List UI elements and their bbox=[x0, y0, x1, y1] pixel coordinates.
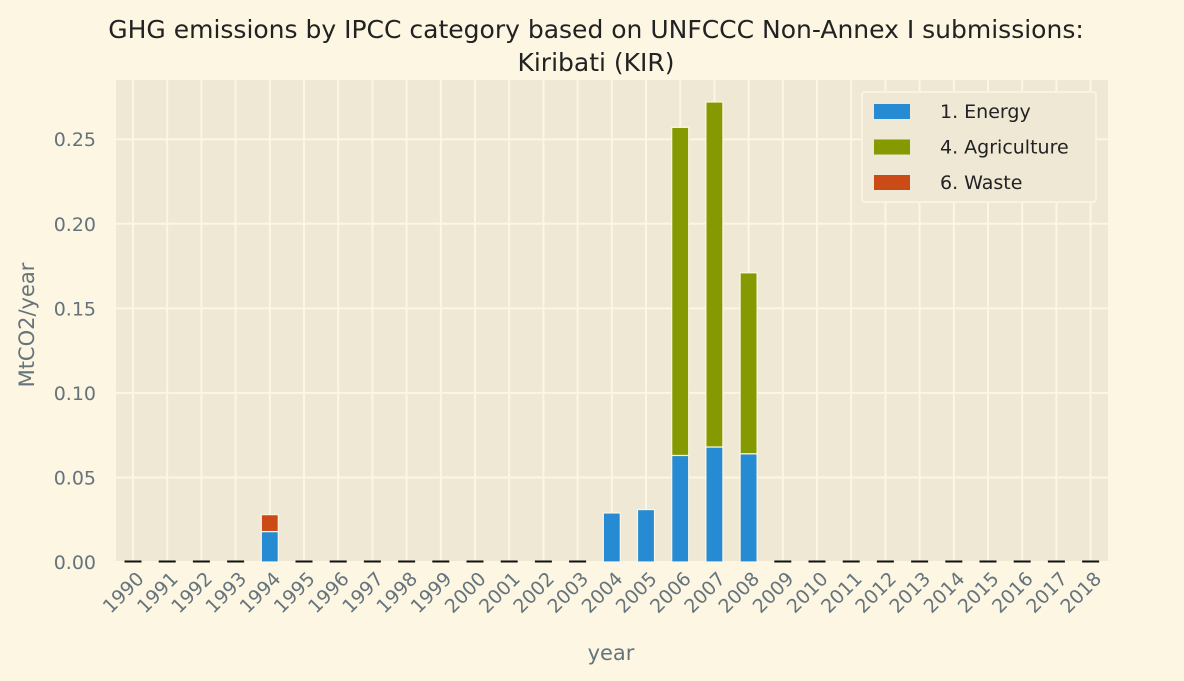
legend-box bbox=[861, 91, 1097, 203]
x-axis: 1990199119921993199419951996199719981999… bbox=[99, 568, 1106, 618]
bars bbox=[260, 101, 758, 563]
y-axis-label: MtCO2/year bbox=[15, 262, 39, 387]
y-tick-label: 0.00 bbox=[54, 552, 96, 574]
bar-1-energy-2007 bbox=[705, 446, 724, 563]
legend-swatch-0 bbox=[874, 104, 910, 119]
legend-label-1: 4. Agriculture bbox=[940, 137, 1069, 159]
legend-label-0: 1. Energy bbox=[940, 101, 1031, 123]
x-axis-label: year bbox=[588, 641, 635, 665]
bar-1-energy-2008 bbox=[739, 453, 758, 563]
chart-subtitle: Kiribati (KIR) bbox=[517, 48, 674, 77]
bar-6-waste-1994 bbox=[260, 514, 279, 533]
legend: 1. Energy 4. Agriculture 6. Waste bbox=[861, 91, 1097, 203]
y-tick-label: 0.15 bbox=[54, 298, 96, 320]
chart-title: GHG emissions by IPCC category based on … bbox=[108, 15, 1084, 44]
bar-4-agriculture-2007 bbox=[705, 101, 724, 448]
legend-swatch-1 bbox=[874, 139, 910, 155]
bar-1-energy-2004 bbox=[602, 512, 621, 563]
y-tick-label: 0.25 bbox=[54, 129, 96, 151]
bar-4-agriculture-2006 bbox=[671, 126, 690, 457]
bar-1-energy-1994 bbox=[260, 530, 279, 563]
y-tick-label: 0.05 bbox=[54, 467, 96, 489]
y-axis: 0.00 0.05 0.10 0.15 0.20 0.25 bbox=[54, 129, 96, 574]
bar-1-energy-2006 bbox=[671, 454, 690, 563]
y-tick-label: 0.20 bbox=[54, 214, 96, 236]
bar-1-energy-2005 bbox=[636, 508, 656, 563]
grid bbox=[116, 80, 1108, 563]
legend-swatch-2 bbox=[874, 175, 910, 190]
y-tick-label: 0.10 bbox=[54, 383, 96, 405]
bar-4-agriculture-2008 bbox=[739, 272, 758, 455]
legend-label-2: 6. Waste bbox=[940, 172, 1022, 194]
